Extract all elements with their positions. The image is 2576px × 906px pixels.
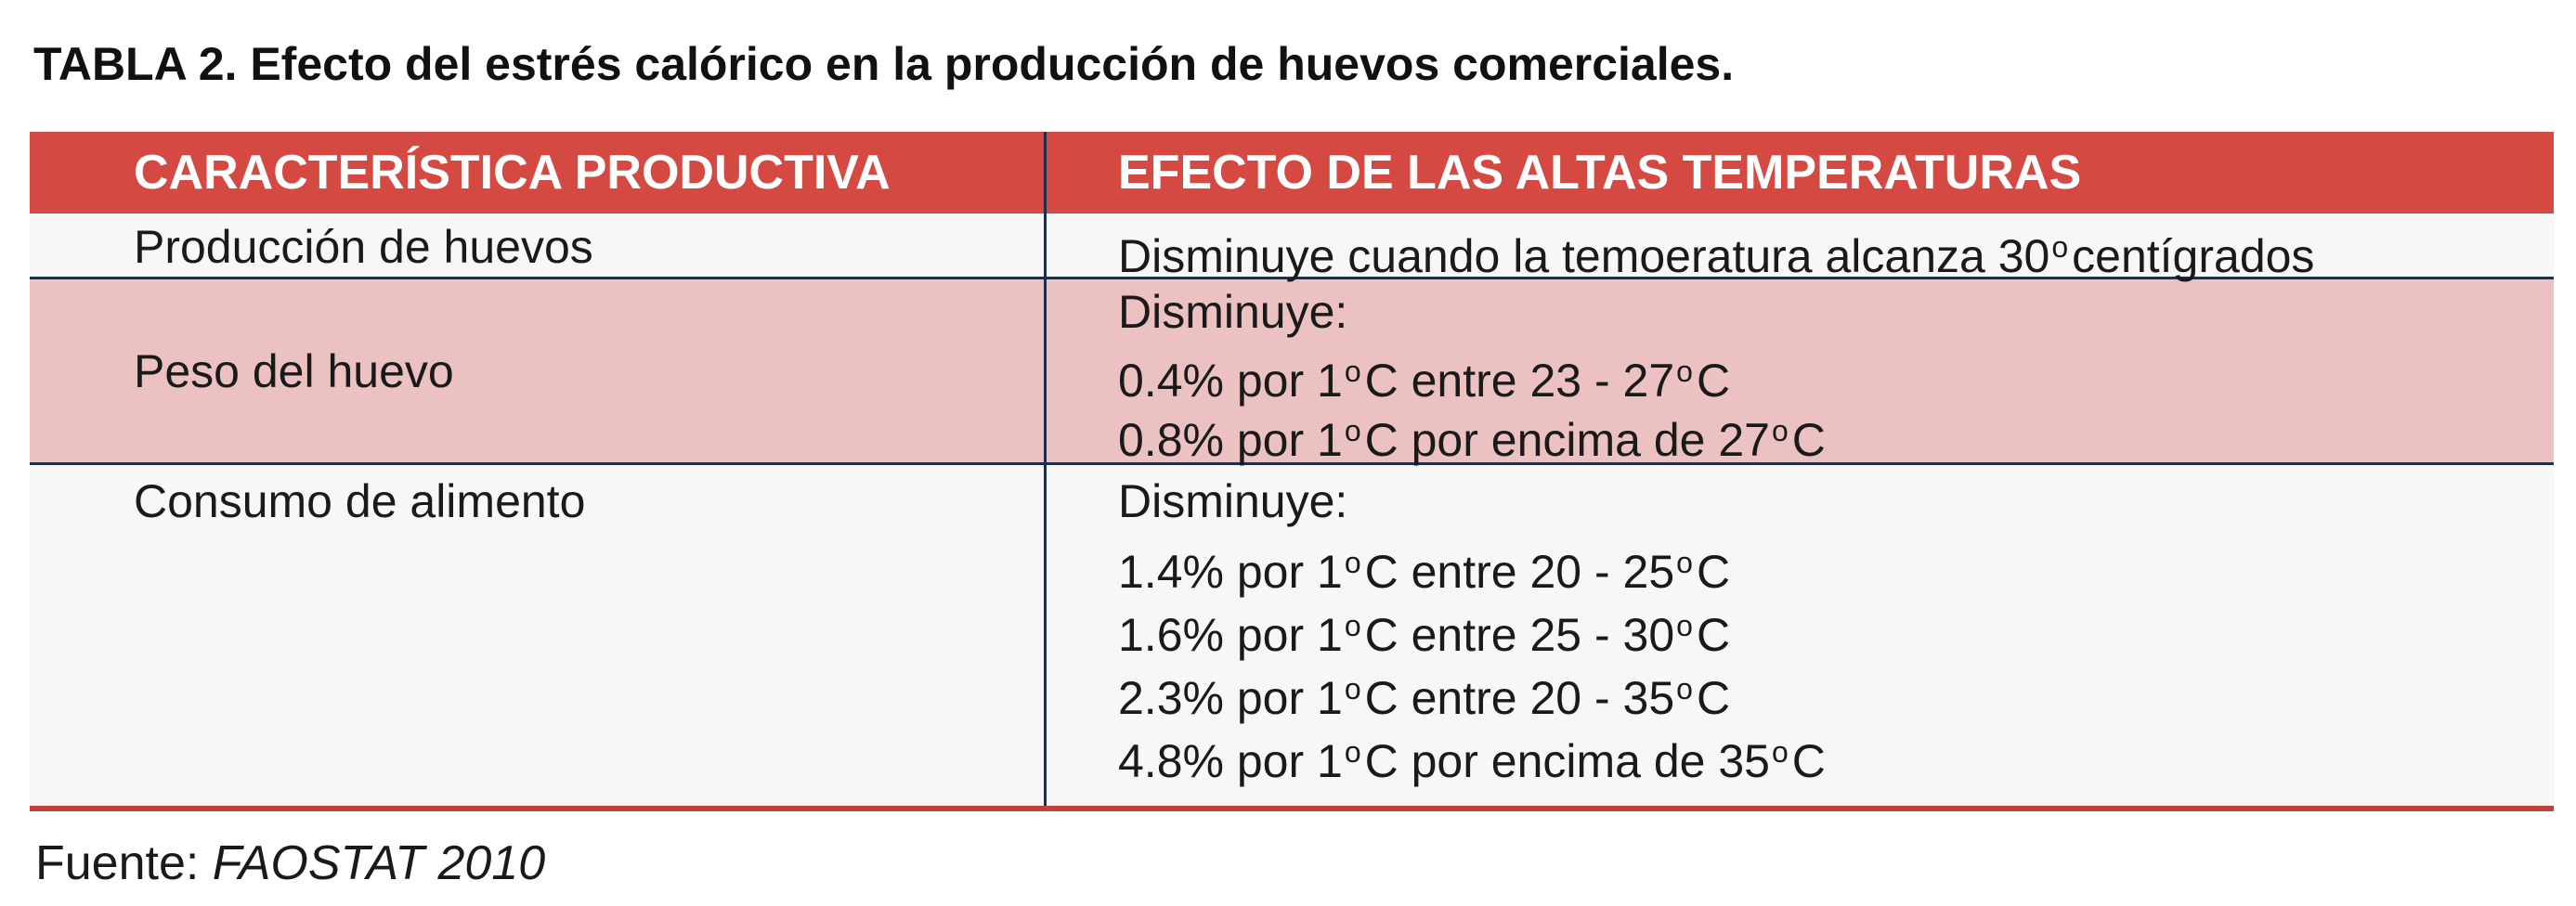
- effect-text: 0.8% por 1: [1118, 414, 1343, 466]
- cell-effect-line: 0.4% por 1oC entre 23 - 27oC: [1118, 340, 1730, 412]
- row-divider: [30, 277, 2554, 279]
- degree-symbol: o: [1676, 355, 1693, 388]
- effect-text: C por encima de 35: [1364, 735, 1770, 787]
- source-value: FAOSTAT 2010: [212, 836, 546, 890]
- table-title: TABLA 2. Efecto del estrés calórico en l…: [33, 38, 1735, 90]
- cell-effect-line: Disminuye:: [1118, 286, 1348, 338]
- effect-text: C: [1696, 609, 1731, 661]
- effect-text: Disminuye cuando la temoeratura alcanza …: [1118, 230, 2050, 282]
- degree-symbol: o: [1344, 609, 1361, 642]
- effect-text: C entre 20 - 25: [1364, 546, 1675, 598]
- effect-text: 1.4% por 1: [1118, 546, 1343, 598]
- effect-text: C: [1696, 672, 1731, 724]
- effect-text: C por encima de 27: [1364, 414, 1770, 466]
- degree-symbol: o: [1676, 546, 1693, 579]
- table-row: [30, 278, 2554, 464]
- degree-symbol: o: [1676, 609, 1693, 642]
- column-divider: [1044, 132, 1047, 808]
- table-row: [30, 464, 2554, 808]
- cell-characteristic: Producción de huevos: [134, 221, 593, 273]
- effect-text: C: [1696, 355, 1731, 407]
- bottom-rule: [30, 806, 2554, 811]
- cell-effect-line: 1.6% por 1oC entre 25 - 30oC: [1118, 594, 1730, 667]
- cell-effect-line: Disminuye cuando la temoeratura alcanza …: [1118, 215, 2314, 288]
- effect-text: C entre 23 - 27: [1364, 355, 1675, 407]
- cell-effect-line: 1.4% por 1oC entre 20 - 25oC: [1118, 531, 1730, 603]
- degree-symbol: o: [1771, 414, 1789, 447]
- header-effect: EFECTO DE LAS ALTAS TEMPERATURAS: [1118, 146, 2082, 200]
- effect-text: 4.8% por 1: [1118, 735, 1343, 787]
- header-characteristic: CARACTERÍSTICA PRODUCTIVA: [134, 146, 891, 200]
- cell-characteristic: Consumo de alimento: [134, 475, 586, 527]
- degree-symbol: o: [1344, 414, 1361, 447]
- cell-effect-line: 2.3% por 1oC entre 20 - 35oC: [1118, 657, 1730, 730]
- degree-symbol: o: [2051, 230, 2069, 264]
- degree-symbol: o: [1344, 355, 1361, 388]
- degree-symbol: o: [1676, 672, 1693, 705]
- cell-effect-line: 0.8% por 1oC por encima de 27oC: [1118, 399, 1826, 472]
- effect-text: 1.6% por 1: [1118, 609, 1343, 661]
- effect-text: C entre 20 - 35: [1364, 672, 1675, 724]
- effect-text: C: [1791, 735, 1826, 787]
- data-table: CARACTERÍSTICA PRODUCTIVA EFECTO DE LAS …: [30, 132, 2554, 811]
- source-label: Fuente:: [35, 836, 200, 890]
- effect-text: C: [1696, 546, 1731, 598]
- degree-symbol: o: [1771, 735, 1789, 769]
- cell-effect-line: Disminuye:: [1118, 475, 1348, 527]
- cell-effect-line: 4.8% por 1oC por encima de 35oC: [1118, 720, 1826, 793]
- effect-text: 0.4% por 1: [1118, 355, 1343, 407]
- degree-symbol: o: [1344, 672, 1361, 705]
- source-note: Fuente: FAOSTAT 2010: [35, 835, 545, 891]
- cell-characteristic: Peso del huevo: [134, 345, 454, 397]
- row-divider: [30, 462, 2554, 465]
- degree-symbol: o: [1344, 546, 1361, 579]
- table-header: [30, 132, 2554, 214]
- effect-text: 2.3% por 1: [1118, 672, 1343, 724]
- effect-text: C: [1791, 414, 1826, 466]
- table-row: [30, 214, 2554, 278]
- degree-symbol: o: [1344, 735, 1361, 769]
- effect-text: centígrados: [2072, 230, 2315, 282]
- effect-text: C entre 25 - 30: [1364, 609, 1675, 661]
